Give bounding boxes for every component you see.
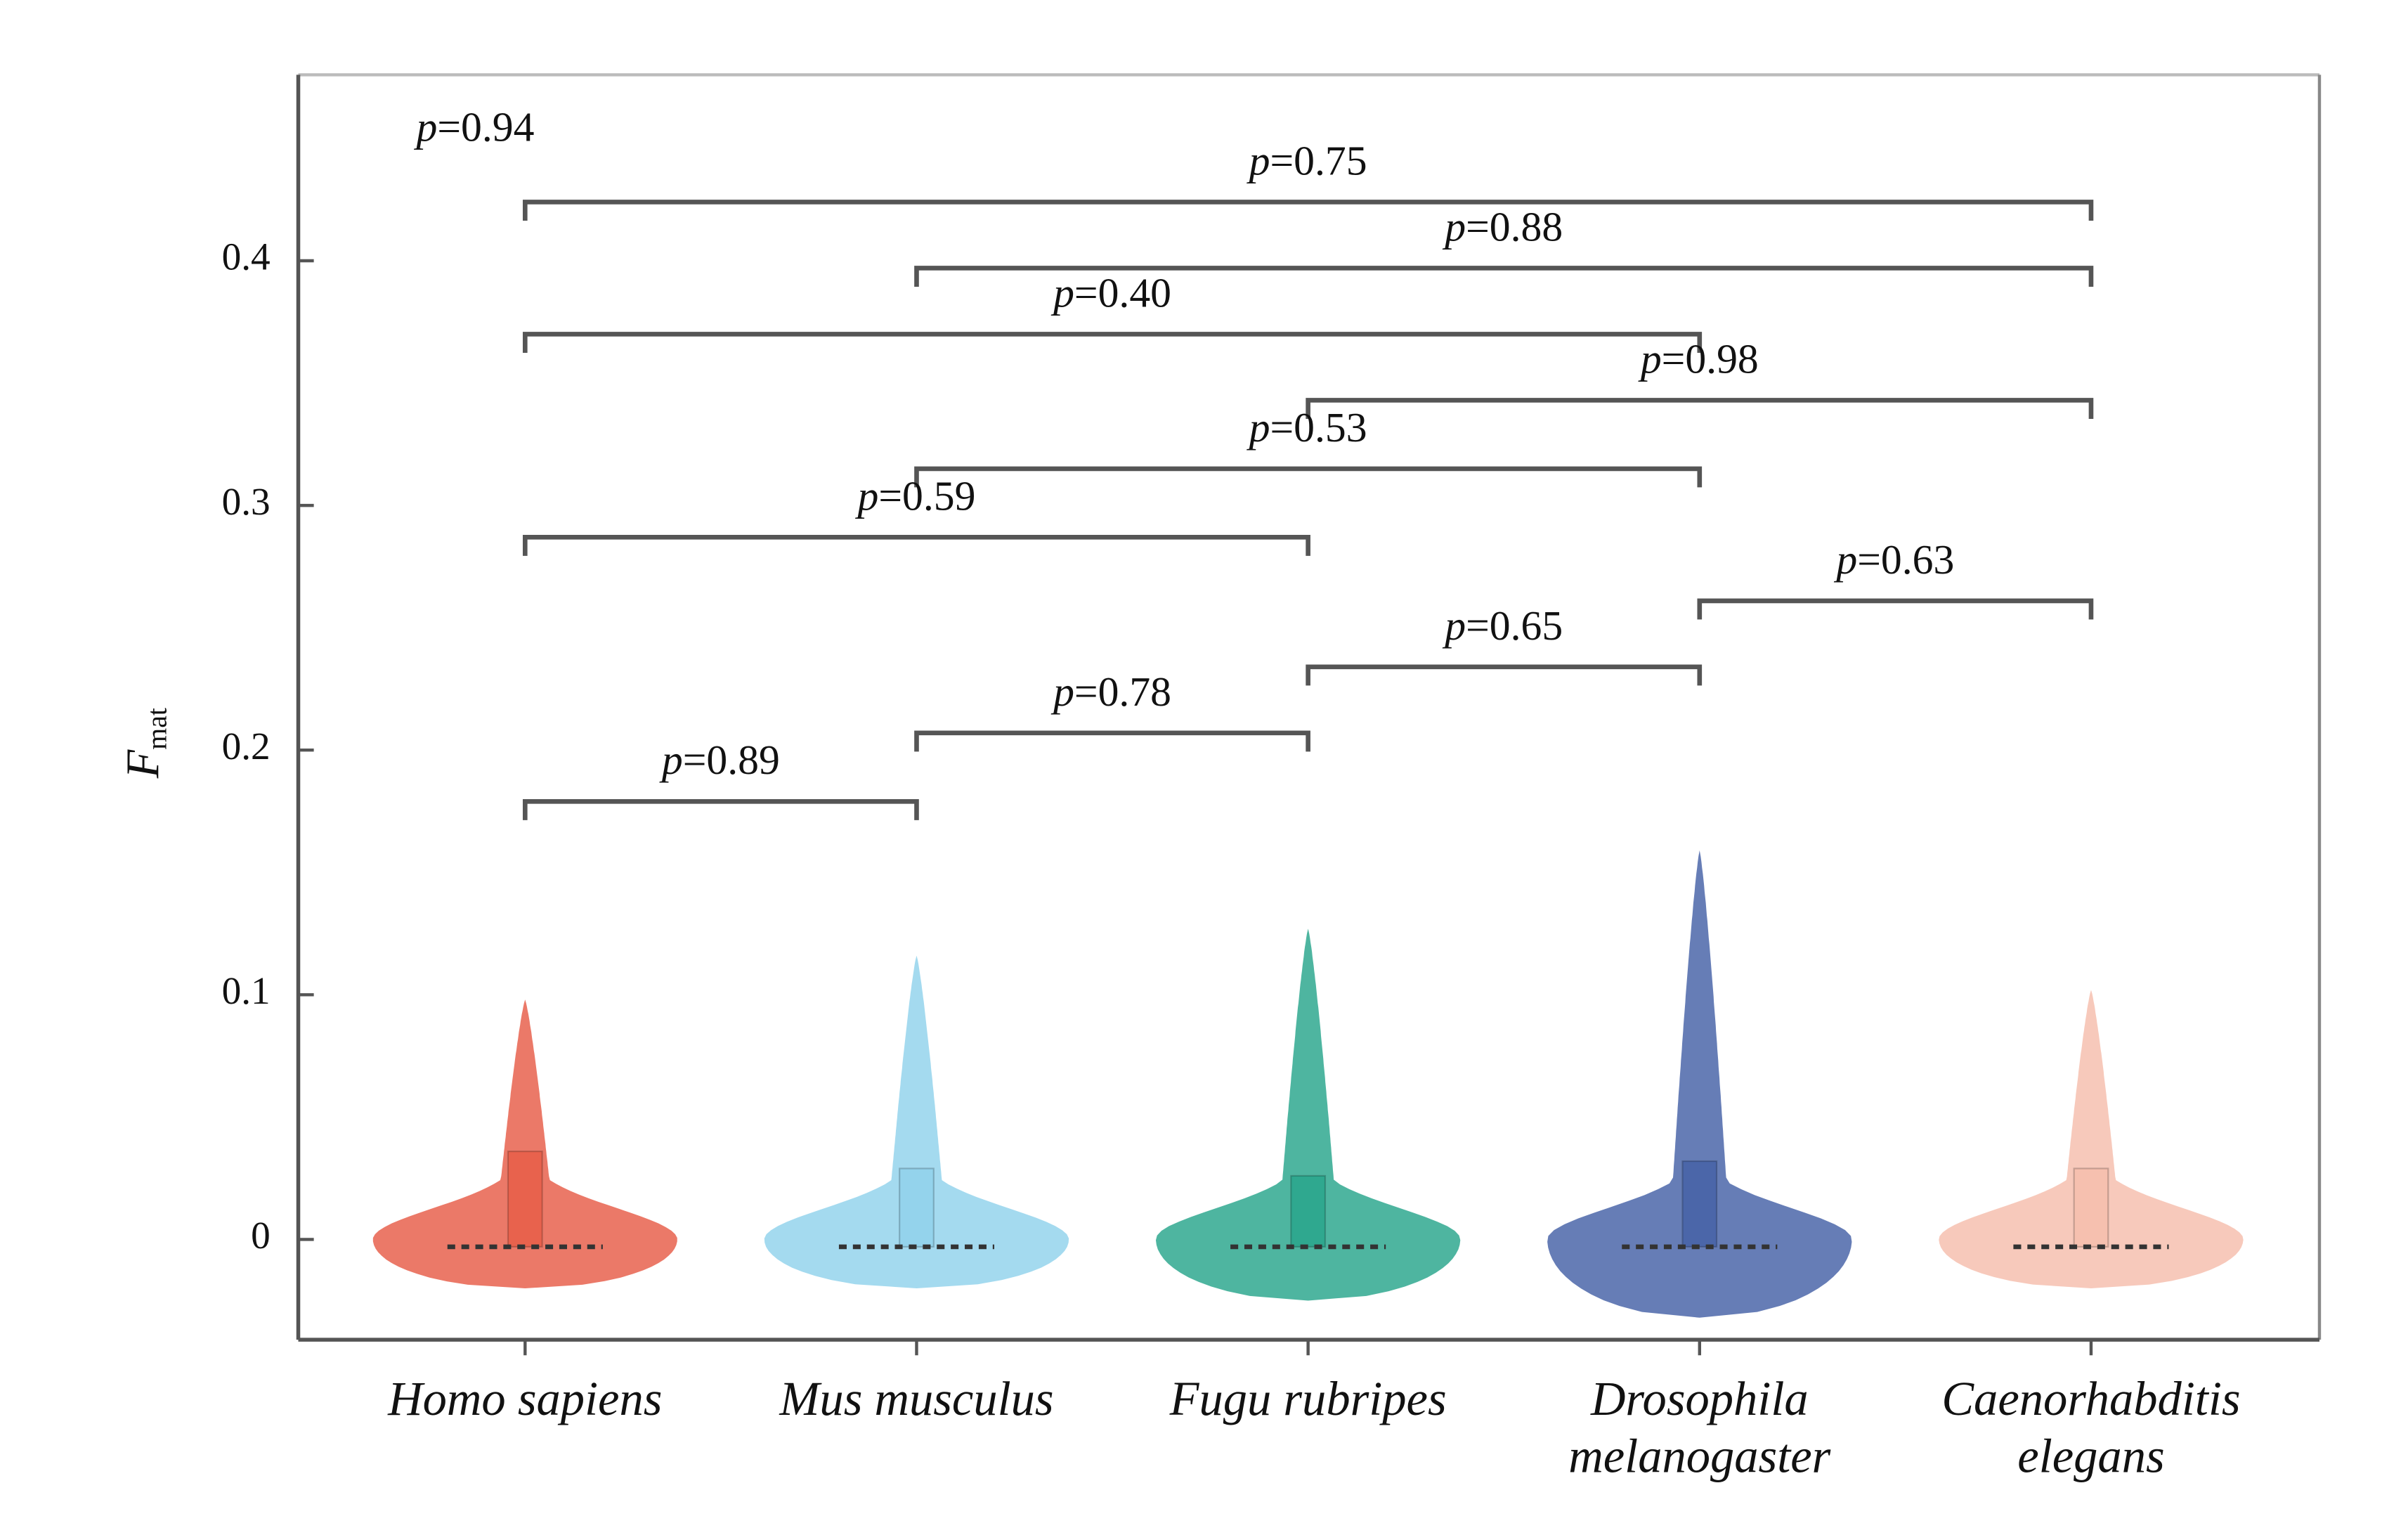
p-value: =0.53: [1270, 404, 1367, 451]
y-tick-label: 0.2: [222, 725, 271, 768]
x-tick-label: Mus musculus: [779, 1372, 1053, 1425]
y-axis-label: Fmat: [117, 708, 173, 779]
x-tick-label: Fugu rubripes: [1169, 1372, 1447, 1425]
y-tick-label: 0.1: [222, 969, 271, 1012]
p-label: p=0.89: [659, 737, 780, 783]
p-value: =0.40: [1074, 269, 1171, 316]
x-tick-line: elegans: [2017, 1429, 2164, 1482]
p-value: =0.98: [1662, 335, 1759, 382]
violin: [1155, 928, 1461, 1301]
bracket: [914, 466, 1703, 488]
p-value: =0.88: [1466, 203, 1563, 250]
p-symbol: p: [414, 103, 438, 150]
bracket: [522, 332, 1703, 353]
p-label: p=0.63: [1833, 536, 1954, 583]
p-value: =0.65: [1466, 602, 1563, 649]
violin: [1939, 990, 2244, 1288]
p-symbol: p: [1247, 137, 1270, 183]
p-symbol: p: [659, 737, 683, 783]
y-label-main: F: [117, 749, 169, 779]
bracket: [522, 535, 1310, 556]
box: [2073, 1167, 2109, 1248]
p-label: p=0.65: [1442, 602, 1563, 649]
bracket: [1697, 598, 2094, 620]
p-symbol: p: [1442, 203, 1466, 250]
bracket: [522, 799, 919, 820]
p-symbol: p: [1050, 668, 1074, 714]
p-label: p=0.98: [1638, 335, 1759, 382]
p-label: p=0.40: [1050, 269, 1171, 316]
box: [507, 1151, 543, 1248]
y-tick-label: 0.3: [222, 480, 271, 523]
p-symbol: p: [854, 472, 878, 519]
p-value: =0.94: [437, 103, 534, 150]
bracket: [914, 730, 1310, 752]
bracket: [522, 200, 2094, 221]
x-tick-line: melanogaster: [1568, 1429, 1830, 1482]
p-label: p=0.78: [1050, 668, 1171, 714]
x-tick-line: Homo sapiens: [387, 1372, 662, 1425]
p-symbol: p: [1247, 404, 1270, 451]
p-value: =0.63: [1857, 536, 1954, 583]
p-symbol: p: [1050, 269, 1074, 316]
p-label: p=0.53: [1247, 404, 1367, 451]
y-label-sub: mat: [142, 708, 173, 750]
p-symbol: p: [1442, 602, 1466, 649]
violin: [764, 955, 1069, 1288]
box: [1290, 1174, 1327, 1248]
p-symbol: p: [1833, 536, 1857, 583]
p-symbol: p: [1638, 335, 1662, 382]
violin: [372, 999, 677, 1288]
x-tick-line: Drosophila: [1590, 1372, 1809, 1425]
x-tick-line: Mus musculus: [779, 1372, 1053, 1425]
y-tick-label: 0: [251, 1214, 271, 1257]
violin: [1547, 850, 1852, 1318]
p-label: p=0.88: [1442, 203, 1563, 250]
x-tick-label: Drosophila melanogaster: [1568, 1372, 1830, 1483]
bracket: [1306, 664, 1703, 686]
p-value: =0.59: [878, 472, 975, 519]
annotation: p=0.94: [414, 103, 535, 150]
box: [1681, 1160, 1718, 1248]
box: [899, 1167, 935, 1248]
bracket: [914, 266, 2094, 287]
p-value: =0.75: [1270, 137, 1367, 183]
x-tick-line: Caenorhabditis: [1941, 1372, 2240, 1425]
bracket: [1306, 398, 2094, 419]
p-label: p=0.75: [1247, 137, 1367, 183]
x-tick-label: Homo sapiens: [387, 1372, 662, 1425]
p-value: =0.89: [683, 737, 780, 783]
p-label: p=0.59: [854, 472, 975, 519]
y-tick-label: 0.4: [222, 235, 271, 278]
x-tick-label: Caenorhabditis elegans: [1941, 1372, 2240, 1483]
p-value: =0.78: [1074, 668, 1171, 714]
x-tick-line: Fugu rubripes: [1169, 1372, 1447, 1425]
